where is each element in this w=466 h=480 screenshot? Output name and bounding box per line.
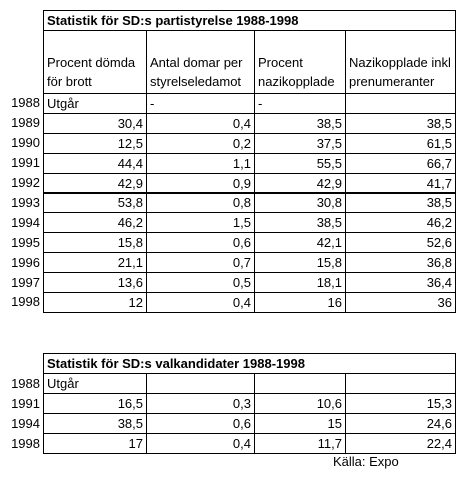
table-cell: 0,7 [146, 252, 255, 274]
table-cell: 37,5 [254, 132, 346, 154]
table-cell [146, 373, 255, 394]
table-cell: 10,6 [254, 393, 346, 414]
row-year: 1993 [11, 194, 40, 210]
table-cell: 0,8 [146, 192, 255, 214]
table-cell: 36,4 [345, 272, 456, 293]
table-cell: 17 [43, 433, 147, 454]
table-cell: 42,9 [43, 172, 147, 194]
row-year: 1998 [11, 435, 40, 451]
table-cell: 16,5 [43, 393, 147, 414]
table-cell: 42,1 [254, 232, 346, 254]
table-cell: 18,1 [254, 272, 346, 293]
table-cell: 30,4 [43, 112, 147, 134]
row-year: 1992 [11, 175, 40, 191]
table-cell: 12 [43, 292, 147, 313]
table-cell [345, 373, 456, 394]
column-header: Nazikopplade inkl prenumeranter [345, 30, 456, 94]
table-cell: 0,2 [146, 132, 255, 154]
row-year: 1996 [11, 254, 40, 270]
table-title: Statistik för SD:s valkandidater 1988-19… [43, 353, 456, 374]
table-cell: 24,6 [345, 413, 456, 434]
row-year: 1995 [11, 234, 40, 250]
table-cell: 0,5 [146, 272, 255, 293]
table-cell: 1,5 [146, 212, 255, 234]
column-header: Procent nazikopplade [254, 30, 346, 94]
table-cell: 15,8 [43, 232, 147, 254]
source-note: Källa: Expo [333, 454, 399, 469]
table-cell: 38,5 [345, 192, 456, 214]
row-year: 1988 [11, 375, 40, 391]
row-year: 1991 [11, 155, 40, 171]
table-title: Statistik för SD:s partistyrelse 1988-19… [43, 10, 456, 31]
table-cell: 46,2 [345, 212, 456, 234]
table-cell: 12,5 [43, 132, 147, 154]
row-year: 1988 [11, 95, 40, 111]
row-year: 1998 [11, 294, 40, 310]
table-cell: 21,1 [43, 252, 147, 274]
table-cell: 13,6 [43, 272, 147, 293]
table-cell: 55,5 [254, 152, 346, 174]
table-cell [254, 373, 346, 394]
table-cell: 36,8 [345, 252, 456, 274]
table-cell: 38,5 [345, 112, 456, 134]
table-cell: 0,4 [146, 433, 255, 454]
table-cell: 0,3 [146, 393, 255, 414]
table-cell: 15,8 [254, 252, 346, 274]
row-year: 1989 [11, 115, 40, 131]
table-cell: 36 [345, 292, 456, 313]
row-year: 1994 [11, 214, 40, 230]
table-cell: 46,2 [43, 212, 147, 234]
table-cell: Utgår [43, 373, 147, 394]
column-header: Procent dömda för brott [43, 30, 147, 94]
table-cell: - [146, 93, 255, 114]
table-cell: 52,6 [345, 232, 456, 254]
row-year: 1994 [11, 415, 40, 431]
table-cell: 53,8 [43, 192, 147, 214]
table-cell: 0,4 [146, 292, 255, 313]
table-cell: 15,3 [345, 393, 456, 414]
table-cell: 61,5 [345, 132, 456, 154]
table-cell: 0,4 [146, 112, 255, 134]
row-year: 1997 [11, 274, 40, 290]
table-cell: 16 [254, 292, 346, 313]
table-cell: 44,4 [43, 152, 147, 174]
table-cell: 0,6 [146, 232, 255, 254]
table-cell [345, 93, 456, 114]
table-cell: 38,5 [43, 413, 147, 434]
table-cell: 15 [254, 413, 346, 434]
table-cell: 42,9 [254, 172, 346, 194]
table-cell: Utgår [43, 93, 147, 114]
table-cell: 66,7 [345, 152, 456, 174]
table-cell: 38,5 [254, 212, 346, 234]
row-year: 1991 [11, 395, 40, 411]
table-cell: 22,4 [345, 433, 456, 454]
table-cell: 11,7 [254, 433, 346, 454]
table-cell: 0,6 [146, 413, 255, 434]
column-header: Antal domar per styrelseledamot [146, 30, 255, 94]
table-cell: 0,9 [146, 172, 255, 194]
table-cell: 38,5 [254, 112, 346, 134]
table-cell: 30,8 [254, 192, 346, 214]
table-cell: 1,1 [146, 152, 255, 174]
row-year: 1990 [11, 135, 40, 151]
table-cell: 41,7 [345, 172, 456, 194]
table-cell: - [254, 93, 346, 114]
